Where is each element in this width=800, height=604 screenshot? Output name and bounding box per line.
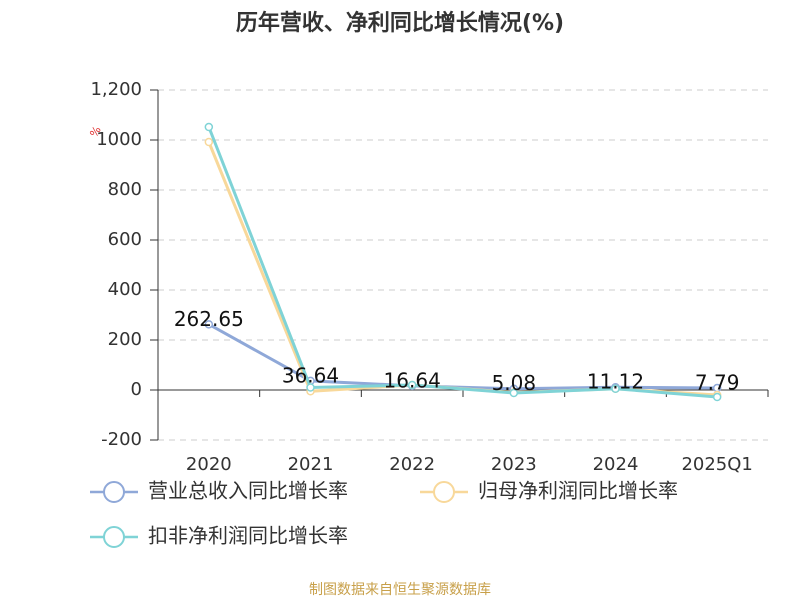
x-tick-label: 2022 [389, 454, 435, 475]
y-tick-label: 200 [108, 329, 142, 350]
x-tick-label: 2025Q1 [681, 454, 752, 475]
x-tick-label: 2021 [288, 454, 334, 475]
legend-marker [103, 526, 125, 548]
legend-label: 扣非净利润同比增长率 [148, 524, 348, 548]
data-label: 36.64 [282, 363, 339, 387]
point [611, 384, 620, 393]
point [306, 383, 315, 392]
y-tick-label: 400 [108, 279, 142, 300]
data-label: 262.65 [174, 307, 244, 331]
x-tick-label: 2024 [593, 454, 639, 475]
y-tick-label: 800 [108, 179, 142, 200]
point [204, 122, 214, 132]
legend-marker [433, 481, 455, 503]
point [509, 388, 519, 398]
y-tick-label: 1,200 [90, 79, 142, 100]
chart-title: 历年营收、净利同比增长情况(%) [236, 10, 564, 36]
legend-label: 营业总收入同比增长率 [148, 479, 348, 503]
point [204, 137, 214, 147]
x-tick-label: 2023 [491, 454, 537, 475]
legend-label: 归母净利润同比增长率 [478, 479, 678, 503]
y-tick-label: -200 [101, 429, 142, 450]
y-tick-label: 0 [131, 379, 142, 400]
y-tick-label: 600 [108, 229, 142, 250]
series-line [207, 141, 718, 397]
data-label: 11.12 [587, 370, 644, 394]
data-label: 5.08 [492, 371, 537, 395]
legend-marker [103, 481, 125, 503]
y-tick-label: 1000 [96, 129, 142, 150]
x-tick-label: 2020 [186, 454, 232, 475]
data-label: 7.79 [695, 371, 740, 395]
footer: 制图数据来自恒生聚源数据库 [309, 582, 491, 598]
point [204, 320, 214, 329]
series-line [207, 126, 718, 399]
data-label: 16.64 [384, 368, 441, 392]
point [712, 392, 722, 402]
point [407, 380, 417, 390]
